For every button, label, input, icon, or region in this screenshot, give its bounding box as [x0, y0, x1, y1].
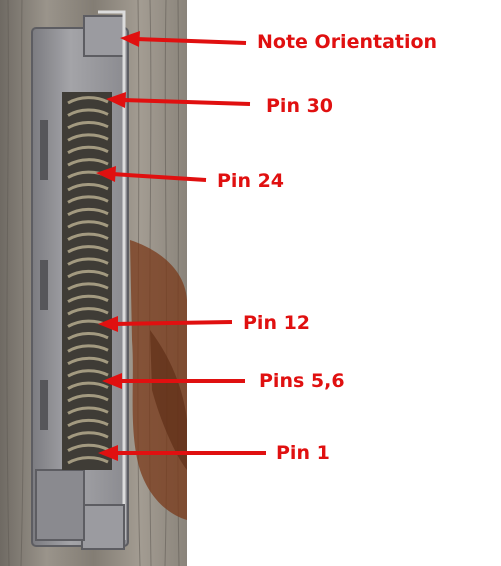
connector-pin — [67, 257, 109, 266]
label-note-orientation: Note Orientation — [257, 31, 438, 53]
arrow-note-orientation — [120, 31, 247, 47]
connector-pin — [67, 456, 109, 465]
connector-pin — [67, 381, 109, 390]
connector-pin — [67, 195, 109, 204]
arrow-pin-30 — [106, 92, 251, 108]
label-pin-1: Pin 1 — [276, 442, 330, 464]
connector-pin — [67, 120, 109, 130]
connector-body — [31, 10, 129, 550]
connector-pin — [67, 133, 109, 142]
connector-pin — [67, 145, 109, 154]
label-pin-12: Pin 12 — [243, 312, 311, 334]
arrow-pin-1 — [98, 445, 266, 461]
connector-pin — [67, 344, 109, 353]
connector-pin — [67, 207, 109, 217]
connector-pin — [67, 406, 109, 415]
connector-pin — [67, 220, 109, 229]
connector-pin — [67, 443, 109, 452]
connector-pin — [67, 307, 109, 316]
arrow-pin-12 — [98, 316, 233, 332]
label-pin-24: Pin 24 — [217, 170, 285, 192]
connector-pin — [67, 418, 109, 428]
connector-pin — [67, 96, 109, 105]
connector-pin — [67, 183, 109, 192]
arrow-pin-24 — [96, 166, 207, 182]
connector-pins — [67, 96, 109, 465]
connector-pin — [67, 245, 109, 254]
connector-pin — [67, 331, 109, 341]
annotation-arrows — [96, 31, 266, 461]
connector-pin — [67, 158, 109, 167]
connector-pin — [67, 431, 109, 440]
label-pins-5-6: Pins 5,6 — [259, 370, 345, 392]
arrow-pins-5-6 — [102, 373, 245, 389]
label-pin-30: Pin 30 — [266, 95, 334, 117]
connector-pin — [67, 108, 109, 117]
connector-pin — [67, 282, 109, 291]
connector-pin — [67, 294, 109, 303]
connector-pin — [67, 232, 109, 241]
connector-pin — [67, 369, 109, 378]
connector-pin — [67, 394, 109, 403]
connector-pin — [67, 356, 109, 366]
connector-pin — [67, 269, 109, 279]
